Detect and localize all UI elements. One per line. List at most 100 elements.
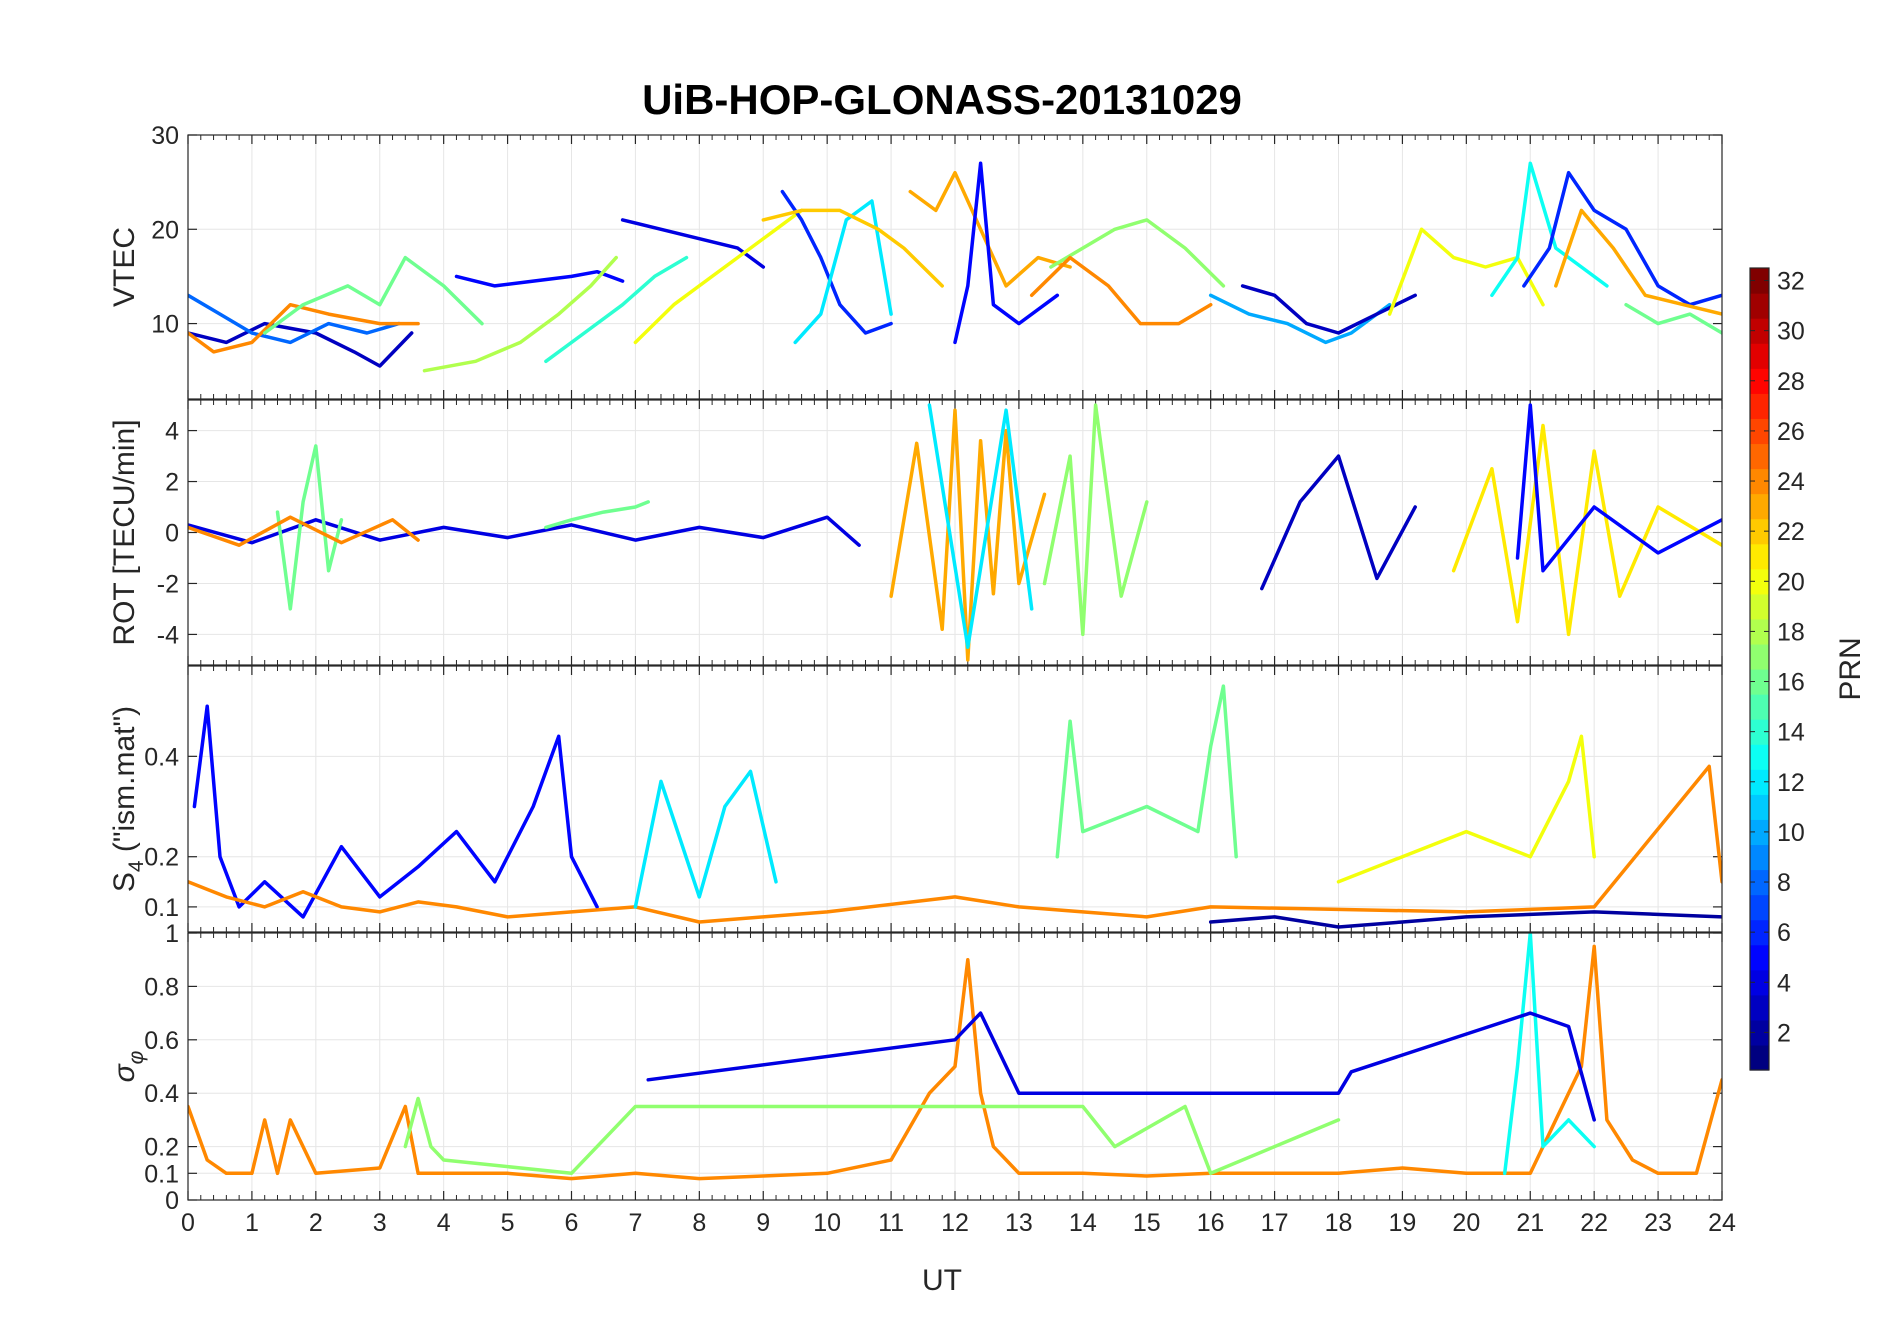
panel-1-ytick-label: 30 bbox=[151, 122, 179, 150]
panel-1-series-prn-5 bbox=[953, 161, 1060, 345]
x-tick-label: 7 bbox=[628, 1209, 642, 1237]
panel-4: 00.10.2 0.4 0.6 0.8 1 σφ bbox=[108, 920, 1723, 1215]
panel-3-y-axis-title: S4 ("ism.mat") bbox=[108, 706, 148, 892]
colorbar-segment-prn-11 bbox=[1750, 794, 1769, 820]
x-tick-label: 24 bbox=[1708, 1209, 1736, 1237]
colorbar-segment-prn-14 bbox=[1750, 719, 1769, 745]
panel-4-ytick-label: 0.2 bbox=[144, 1134, 179, 1162]
x-tick-label: 4 bbox=[437, 1209, 451, 1237]
x-tick-label: 2 bbox=[309, 1209, 323, 1237]
colorbar-segment-prn-6 bbox=[1750, 919, 1769, 946]
panel-4-ytick-label: 0.6 bbox=[144, 1027, 179, 1055]
x-tick-label: 6 bbox=[565, 1209, 579, 1237]
panel-1-series-prn-14 bbox=[544, 255, 689, 364]
panel-2-series-prn-12 bbox=[927, 403, 1034, 649]
x-tick-label: 10 bbox=[813, 1209, 841, 1237]
panel-3-ytick-label: 0.1 bbox=[144, 894, 179, 922]
x-tick-label: 12 bbox=[941, 1209, 969, 1237]
colorbar-segment-prn-19 bbox=[1750, 593, 1769, 620]
panel-3-y-title-sub: 4 bbox=[125, 860, 148, 872]
colorbar-tick-label: 18 bbox=[1777, 618, 1805, 646]
colorbar-segment-prn-28 bbox=[1750, 368, 1769, 394]
panel-3-ytick-label: 0.4 bbox=[144, 743, 179, 771]
x-tick-label: 5 bbox=[501, 1209, 515, 1237]
panel-1-series-prn-18 bbox=[422, 255, 618, 373]
x-tick-label: 21 bbox=[1516, 1209, 1544, 1237]
x-tick-label: 14 bbox=[1069, 1209, 1097, 1237]
x-tick-label: 18 bbox=[1325, 1209, 1353, 1237]
panel-2-series-prn-16 bbox=[544, 500, 650, 530]
colorbar-segment-prn-31 bbox=[1750, 293, 1769, 319]
panel-3-ytick-label: 0.2 bbox=[144, 844, 179, 872]
colorbar-tick-label: 10 bbox=[1777, 819, 1805, 847]
panel-3-series bbox=[188, 684, 1722, 929]
colorbar-segment-prn-7 bbox=[1750, 894, 1769, 921]
colorbar-segment-prn-3 bbox=[1750, 994, 1769, 1021]
panel-3-series-prn-24 bbox=[188, 764, 1722, 924]
colorbar-segment-prn-21 bbox=[1750, 543, 1769, 570]
x-tick-label: 19 bbox=[1389, 1209, 1417, 1237]
panel-1-series-prn-16 bbox=[1624, 302, 1722, 335]
panel-3-series-prn-12 bbox=[633, 769, 778, 909]
colorbar-tick-label: 4 bbox=[1777, 969, 1791, 997]
panel-2-ytick-label: -4 bbox=[157, 621, 179, 649]
colorbar-segment-prn-1 bbox=[1750, 1044, 1769, 1071]
panel-4-series-prn-17 bbox=[403, 1096, 1341, 1176]
colorbar-tick-label: 30 bbox=[1777, 318, 1805, 346]
colorbar-tick-label: 28 bbox=[1777, 368, 1805, 396]
colorbar-segment-prn-30 bbox=[1750, 318, 1769, 344]
colorbar-frame bbox=[1749, 267, 1770, 1071]
colorbar-tick-label: 26 bbox=[1777, 418, 1805, 446]
panel-3-series-prn-20 bbox=[1336, 734, 1596, 884]
chart-title: UiB-HOP-GLONASS-20131029 bbox=[642, 76, 1242, 123]
panel-2-series-prn-3 bbox=[1260, 454, 1417, 591]
colorbar-segment-prn-5 bbox=[1750, 944, 1769, 971]
panel-4-y-title-main: σ bbox=[108, 1062, 141, 1082]
panel-2-series-prn-5 bbox=[1515, 403, 1722, 573]
colorbar-segment-prn-15 bbox=[1750, 694, 1769, 720]
panel-4-series-prn-4 bbox=[646, 1011, 1596, 1122]
panel-1-series-prn-10 bbox=[1208, 293, 1392, 345]
colorbar-tick-label: 22 bbox=[1777, 518, 1805, 546]
colorbar-segment-prn-2 bbox=[1750, 1019, 1769, 1046]
panel-4-ytick-label: 0.4 bbox=[144, 1080, 179, 1108]
panel-1-series-prn-20 bbox=[1387, 227, 1545, 316]
panel-1-frame bbox=[187, 134, 1723, 400]
panel-4-y-axis-title: σφ bbox=[108, 1050, 148, 1082]
panel-3: 0.1 0.2 0.4S4 ("ism.mat") bbox=[108, 665, 1723, 933]
panel-3-series-prn-16 bbox=[1055, 684, 1238, 859]
x-tick-label: 8 bbox=[692, 1209, 706, 1237]
colorbar-segment-prn-12 bbox=[1750, 769, 1769, 795]
colorbar-segment-prn-13 bbox=[1750, 744, 1769, 770]
x-tick-label: 23 bbox=[1644, 1209, 1672, 1237]
colorbar-tick-label: 14 bbox=[1777, 719, 1805, 747]
panel-4-series-prn-13 bbox=[1502, 933, 1596, 1176]
colorbar-tick-label: 12 bbox=[1777, 769, 1805, 797]
panel-3-y-title-rest: ("ism.mat") bbox=[108, 706, 141, 861]
colorbar-segment-prn-25 bbox=[1750, 443, 1769, 470]
colorbar-segment-prn-22 bbox=[1750, 518, 1769, 545]
panel-1-series-prn-24 bbox=[1029, 255, 1213, 326]
panel-3-series-prn-2 bbox=[1208, 910, 1722, 929]
panel-4-ytick-label: 0.8 bbox=[144, 973, 179, 1001]
panel-2-series-prn-17 bbox=[1042, 403, 1149, 637]
colorbar-segment-prn-20 bbox=[1750, 568, 1769, 595]
x-tick-label: 22 bbox=[1580, 1209, 1608, 1237]
x-tick-label: 17 bbox=[1261, 1209, 1289, 1237]
colorbar-segment-prn-27 bbox=[1750, 393, 1769, 419]
panel-1-series-prn-3 bbox=[188, 321, 414, 368]
colorbar-segment-prn-16 bbox=[1750, 669, 1769, 695]
panel-2-series bbox=[188, 403, 1722, 662]
x-tick-label: 13 bbox=[1005, 1209, 1033, 1237]
panel-1: 10 20 30 VTEC bbox=[108, 122, 1723, 400]
colorbar-segment-prn-18 bbox=[1750, 618, 1769, 645]
panel-4-frame bbox=[187, 932, 1723, 1201]
colorbar-tick-label: 20 bbox=[1777, 568, 1805, 596]
panel-4-ytick-label: 1 bbox=[165, 920, 179, 948]
x-tick-label: 3 bbox=[373, 1209, 387, 1237]
panel-1-series-prn-23 bbox=[908, 170, 1072, 288]
colorbar-segment-prn-23 bbox=[1750, 493, 1769, 520]
panel-4-y-title-sub: φ bbox=[125, 1050, 148, 1064]
panel-1-series-prn-16 bbox=[262, 255, 484, 335]
